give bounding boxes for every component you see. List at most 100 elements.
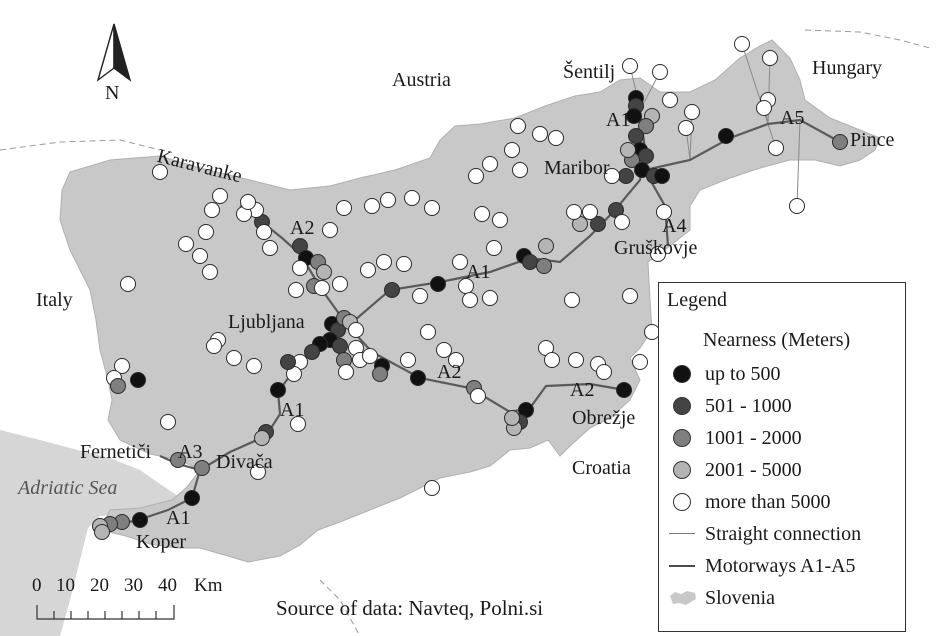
nearness-point: [504, 142, 520, 158]
scale-ruler: [36, 605, 175, 620]
legend-swatch: [673, 429, 691, 447]
nearness-points: [92, 36, 848, 540]
label-pince: Pince: [850, 129, 895, 151]
label-a1-center: A1: [466, 261, 491, 283]
nearness-point: [590, 216, 606, 232]
nearness-point: [384, 282, 400, 298]
north-arrow-icon: [96, 23, 132, 82]
nearness-point: [632, 354, 648, 370]
nearness-point: [538, 238, 554, 254]
nearness-point: [618, 168, 634, 184]
scale-tick-label: 10: [56, 575, 75, 596]
data-source: Source of data: Navteq, Polni.si: [276, 596, 544, 620]
nearness-point: [322, 222, 338, 238]
nearness-point: [604, 168, 620, 184]
nearness-point: [364, 198, 380, 214]
nearness-point: [512, 162, 528, 178]
legend-line-swatch: [669, 533, 695, 534]
nearness-point: [256, 224, 272, 240]
nearness-point: [198, 224, 214, 240]
nearness-point: [202, 264, 218, 280]
nearness-point: [212, 188, 228, 204]
nearness-point: [316, 264, 332, 280]
nearness-point: [270, 382, 286, 398]
label-fernetici: Fernetiči: [80, 441, 152, 463]
nearness-point: [130, 372, 146, 388]
straight-connection-line: [796, 119, 801, 207]
label-a2-east: A2: [570, 379, 595, 401]
scale-tick-label: 40: [158, 575, 177, 596]
label-divaca: Divača: [216, 451, 273, 473]
north-arrow: N: [92, 22, 136, 106]
adriatic-sea: [0, 430, 178, 636]
legend-item: 2001 - 5000: [665, 457, 903, 483]
nearness-point: [654, 168, 670, 184]
legend-label: 2001 - 5000: [705, 459, 802, 481]
nearness-point: [94, 524, 110, 540]
nearness-point: [114, 358, 130, 374]
nearness-point: [789, 198, 805, 214]
nearness-point: [132, 512, 148, 528]
label-obrezje: Obrežje: [572, 407, 636, 429]
legend-item: more than 5000: [665, 489, 903, 515]
nearness-point: [262, 240, 278, 256]
nearness-point: [376, 254, 392, 270]
nearness-point: [462, 292, 478, 308]
nearness-point: [622, 58, 638, 74]
nearness-point: [536, 258, 552, 274]
legend-swatch: [673, 493, 691, 511]
nearness-point: [678, 120, 694, 136]
label-koper: Koper: [136, 531, 186, 553]
label-italy: Italy: [36, 289, 73, 311]
nearness-point: [192, 248, 208, 264]
nearness-point: [652, 64, 668, 80]
nearness-point: [332, 276, 348, 292]
nearness-point: [194, 460, 210, 476]
nearness-point: [410, 370, 426, 386]
nearness-point: [452, 254, 468, 270]
nearness-point: [468, 168, 484, 184]
legend-label: Straight connection: [705, 523, 862, 545]
nearness-point: [348, 322, 364, 338]
nearness-point: [626, 108, 642, 124]
legend-label: 1001 - 2000: [705, 427, 802, 449]
legend-swatch: [673, 461, 691, 479]
label-sentilj: Šentilj: [563, 61, 616, 83]
nearness-point: [638, 148, 654, 164]
nearness-point: [768, 140, 784, 156]
nearness-point: [412, 288, 428, 304]
legend-item: Slovenia: [665, 585, 903, 611]
border-line: [0, 29, 931, 151]
label-a1-southwest: A1: [280, 399, 305, 421]
label-a2-center: A2: [437, 361, 462, 383]
label-a4: A4: [662, 215, 687, 237]
nearness-point: [424, 200, 440, 216]
scale-tick-label: 30: [124, 575, 143, 596]
nearness-point: [290, 416, 306, 432]
nearness-point: [474, 206, 490, 222]
legend-label: 501 - 1000: [705, 395, 792, 417]
nearness-point: [240, 194, 256, 210]
nearness-point: [280, 354, 296, 370]
legend-title: Legend: [667, 289, 727, 311]
legend: Legend Nearness (Meters) up to 500 501 -…: [658, 282, 906, 632]
label-a1-north: A1: [606, 109, 631, 131]
nearness-point: [448, 352, 464, 368]
nearness-point: [360, 262, 376, 278]
legend-swatch: [673, 365, 691, 383]
nearness-point: [492, 212, 508, 228]
label-a1-coast: A1: [166, 507, 191, 529]
nearness-point: [160, 414, 176, 430]
nearness-point: [482, 156, 498, 172]
nearness-point: [832, 134, 848, 150]
nearness-point: [204, 202, 220, 218]
nearness-point: [718, 128, 734, 144]
nearness-point: [362, 348, 378, 364]
scale-tick-label: 20: [90, 575, 109, 596]
nearness-point: [544, 352, 560, 368]
scale-bar: 0 10 20 30 40 Km: [26, 573, 246, 633]
nearness-point: [170, 452, 186, 468]
label-maribor: Maribor: [544, 157, 610, 179]
nearness-point: [470, 388, 486, 404]
